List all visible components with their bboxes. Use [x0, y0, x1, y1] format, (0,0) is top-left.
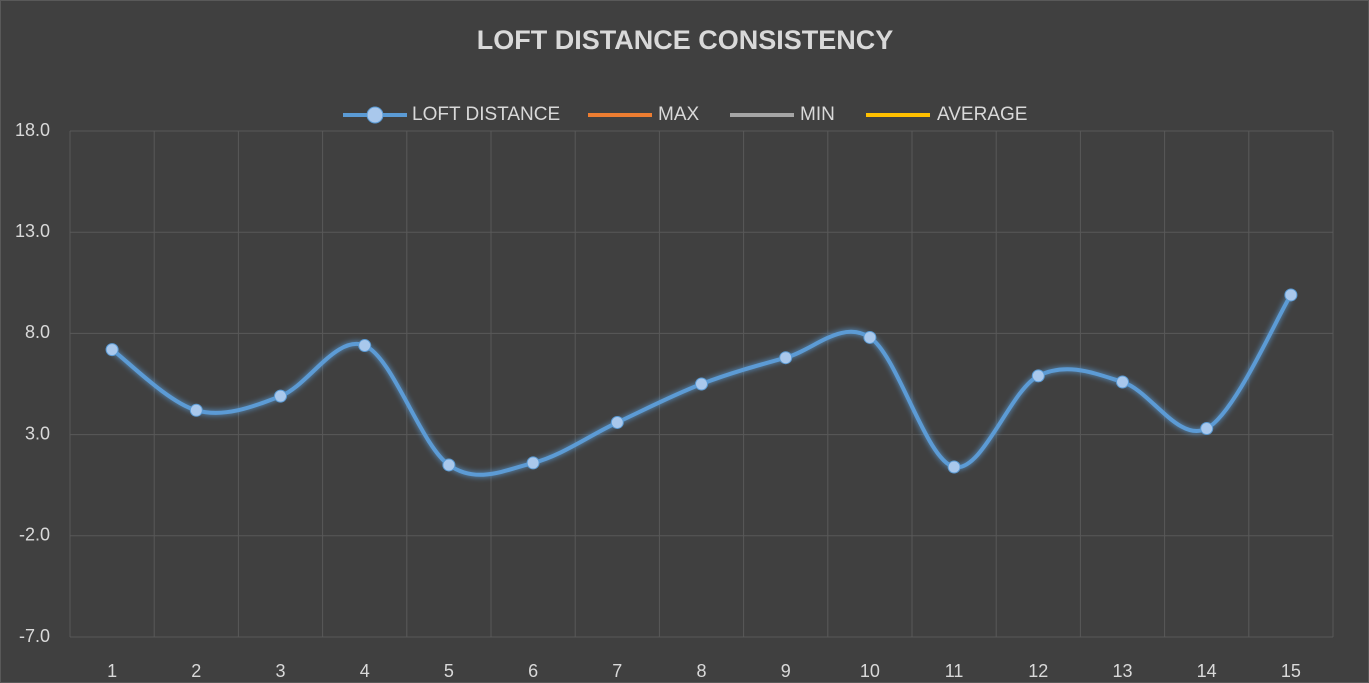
- data-point: [1116, 375, 1129, 389]
- data-point: [1284, 288, 1298, 302]
- data-point: [274, 389, 287, 403]
- x-tick-label: 6: [528, 661, 538, 681]
- data-point: [1031, 369, 1045, 383]
- data-point: [610, 415, 624, 429]
- x-tick-label: 3: [275, 661, 285, 681]
- legend-label: MAX: [658, 104, 700, 125]
- data-point: [442, 458, 456, 472]
- chart-title: LOFT DISTANCE CONSISTENCY: [477, 25, 894, 55]
- x-tick-label: 4: [360, 661, 370, 681]
- data-point: [863, 330, 877, 344]
- legend-label: MIN: [800, 104, 835, 125]
- x-tick-label: 15: [1281, 661, 1301, 681]
- x-tick-label: 13: [1112, 661, 1132, 681]
- x-tick-label: 11: [945, 661, 964, 681]
- y-tick-label: 18.0: [15, 120, 50, 140]
- y-tick-label: -2.0: [19, 525, 50, 545]
- data-point: [105, 343, 119, 357]
- data-point: [695, 377, 708, 391]
- data-point: [526, 456, 540, 470]
- legend-marker: [366, 106, 384, 124]
- x-tick-label: 1: [107, 661, 117, 681]
- y-tick-label: 3.0: [25, 423, 50, 443]
- x-tick-label: 5: [444, 661, 454, 681]
- x-tick-label: 8: [696, 661, 706, 681]
- x-tick-label: 14: [1197, 661, 1217, 681]
- x-tick-label: 9: [781, 661, 791, 681]
- x-tick-label: 7: [612, 661, 622, 681]
- data-point: [1200, 422, 1214, 436]
- y-tick-label: 8.0: [25, 322, 50, 342]
- y-tick-label: 13.0: [15, 221, 50, 241]
- data-point: [947, 460, 961, 474]
- data-point: [189, 403, 203, 417]
- y-tick-label: -7.0: [19, 626, 50, 646]
- legend-label: LOFT DISTANCE: [412, 104, 560, 125]
- series-line: [110, 292, 1293, 477]
- x-tick-label: 10: [860, 661, 880, 681]
- legend-label: AVERAGE: [937, 104, 1027, 125]
- data-point: [358, 339, 372, 353]
- x-tick-label: 2: [191, 661, 201, 681]
- data-point: [779, 351, 793, 365]
- x-tick-label: 12: [1028, 661, 1048, 681]
